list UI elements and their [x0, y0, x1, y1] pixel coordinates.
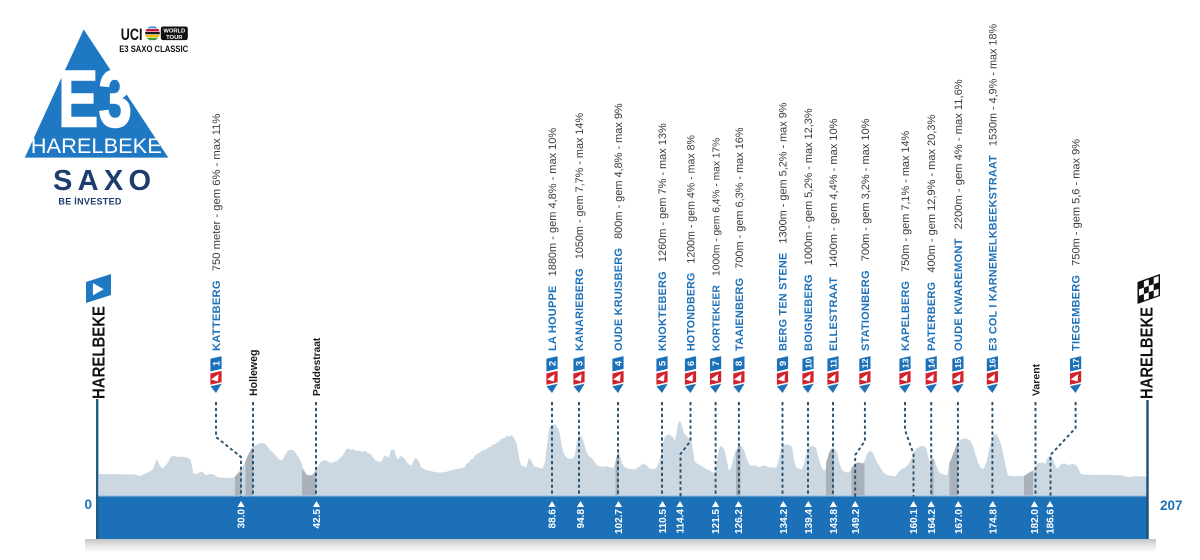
svg-text:17: 17	[1071, 358, 1081, 368]
svg-text:OUDE KRUISBERG800m - gem 4,8%: OUDE KRUISBERG800m - gem 4,8% - max 9%	[613, 103, 625, 351]
svg-text:LA HOUPPE1880m - gem 4,8% - ma: LA HOUPPE1880m - gem 4,8% - max 10%	[547, 128, 559, 351]
svg-text:KAPELBERG750m - gem 7,1% - max: KAPELBERG750m - gem 7,1% - max 14%	[900, 130, 912, 351]
svg-text:10: 10	[803, 358, 813, 368]
svg-text:207: 207	[1160, 498, 1183, 513]
svg-text:1: 1	[211, 360, 222, 366]
svg-text:8: 8	[734, 361, 745, 366]
svg-text:110.5: 110.5	[658, 509, 669, 534]
svg-text:HARELBEKE: HARELBEKE	[31, 135, 162, 158]
svg-text:174.8: 174.8	[988, 509, 999, 534]
svg-text:160.1: 160.1	[909, 509, 920, 534]
svg-text:HARELBEKE: HARELBEKE	[89, 306, 109, 399]
svg-text:139.4: 139.4	[804, 509, 815, 534]
svg-text:88.6: 88.6	[548, 509, 559, 529]
svg-text:OUDE KWAREMONT2200m - gem 4% -: OUDE KWAREMONT2200m - gem 4% - max 11,6%	[953, 79, 965, 351]
svg-text:0: 0	[84, 497, 92, 512]
svg-text:16: 16	[988, 358, 998, 368]
svg-text:BE İNVESTED: BE İNVESTED	[58, 197, 121, 207]
svg-text:11: 11	[828, 359, 838, 368]
svg-text:114.4: 114.4	[676, 509, 687, 534]
svg-text:PATERBERG400m - gem 12,9% - ma: PATERBERG400m - gem 12,9% - max 20,3%	[926, 115, 938, 351]
svg-text:ELLESTRAAT1400m - gem 4,4% - m: ELLESTRAAT1400m - gem 4,4% - max 10%	[828, 118, 840, 351]
svg-text:121.5: 121.5	[711, 509, 722, 534]
svg-text:2: 2	[547, 361, 558, 366]
svg-text:182.0: 182.0	[1030, 509, 1041, 534]
svg-text:TIEGEMBERG750m - gem 5,6 - max: TIEGEMBERG750m - gem 5,6 - max 9%	[1071, 139, 1083, 351]
svg-text:12: 12	[860, 358, 870, 368]
svg-text:KNOKTEBERG1260m - gem 7% - max: KNOKTEBERG1260m - gem 7% - max 13%	[657, 123, 669, 351]
svg-text:164.2: 164.2	[927, 509, 938, 534]
svg-text:HOTONDBERG1200m - gem 4% - max: HOTONDBERG1200m - gem 4% - max 8%	[686, 134, 698, 351]
svg-text:KORTEKEER1000m - gem 6,4% - ma: KORTEKEER1000m - gem 6,4% - max 17%	[712, 138, 723, 351]
svg-text:TAAIENBERG700m - gem 6,3% - ma: TAAIENBERG700m - gem 6,3% - max 16%	[734, 127, 746, 351]
svg-text:E3 COL I KARNEMELKBEEKSTRAAT15: E3 COL I KARNEMELKBEEKSTRAAT1530m - 4,9%…	[987, 24, 999, 351]
svg-text:Varent: Varent	[1031, 363, 1043, 396]
svg-text:15: 15	[953, 358, 963, 368]
svg-text:30.0: 30.0	[237, 509, 248, 529]
svg-text:Holleweg: Holleweg	[248, 349, 260, 396]
svg-text:94.8: 94.8	[576, 509, 587, 529]
svg-text:R: R	[115, 65, 119, 71]
svg-text:Paddestraat: Paddestraat	[312, 337, 323, 396]
svg-text:134.2: 134.2	[779, 509, 790, 534]
svg-text:3: 3	[574, 361, 585, 366]
svg-text:STATIONBERG700m - gem 3,2% - m: STATIONBERG700m - gem 3,2% - max 10%	[860, 118, 872, 351]
svg-text:KATTEBERG750 meter - gem 6% -: KATTEBERG750 meter - gem 6% - max 11%	[211, 114, 223, 351]
svg-text:WORLD: WORLD	[163, 29, 185, 35]
svg-text:14: 14	[927, 358, 937, 368]
svg-text:102.7: 102.7	[614, 509, 625, 534]
svg-text:6: 6	[686, 361, 697, 366]
svg-text:HARELBEKE: HARELBEKE	[1137, 307, 1157, 399]
svg-text:167.0: 167.0	[954, 509, 965, 534]
svg-text:9: 9	[778, 361, 789, 366]
svg-text:BERG TEN STENE1300m - gem 5,2%: BERG TEN STENE1300m - gem 5,2% - max 9%	[778, 102, 790, 351]
svg-text:5: 5	[657, 360, 668, 366]
svg-text:KANARIEBERG1050m - gem 7,7% -: KANARIEBERG1050m - gem 7,7% - max 14%	[574, 113, 586, 351]
svg-text:7: 7	[711, 361, 722, 366]
svg-text:143.8: 143.8	[829, 509, 840, 534]
svg-text:126.2: 126.2	[734, 509, 745, 534]
svg-text:UCI: UCI	[121, 25, 143, 44]
svg-text:BOIGNEBERG1000m - gem 5,2% - m: BOIGNEBERG1000m - gem 5,2% - max 12,3%	[803, 108, 815, 351]
svg-text:149.2: 149.2	[851, 509, 862, 534]
svg-text:42.5: 42.5	[312, 509, 323, 529]
svg-text:186.6: 186.6	[1046, 509, 1057, 534]
svg-text:4: 4	[613, 360, 624, 366]
svg-text:13: 13	[900, 358, 910, 368]
svg-text:TOUR: TOUR	[166, 35, 183, 41]
svg-text:E3 SAXO CLASSIC: E3 SAXO CLASSIC	[119, 44, 189, 54]
